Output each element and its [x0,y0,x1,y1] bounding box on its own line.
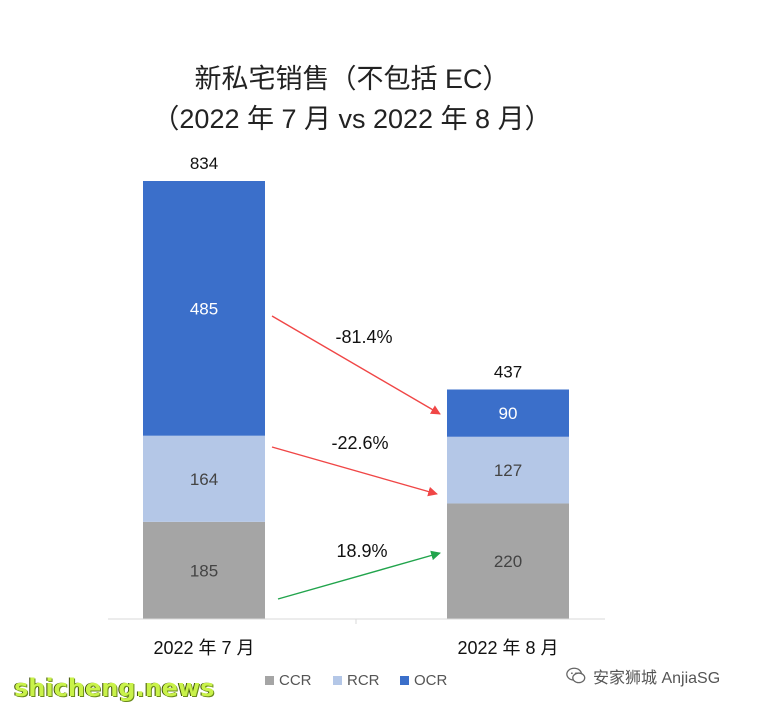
watermark-right: 安家狮城 AnjiaSG [565,664,720,688]
legend-swatch-ccr [265,676,274,685]
total-label: 437 [494,362,522,381]
legend-swatch-ocr [400,676,409,685]
watermark-right-text: 安家狮城 AnjiaSG [593,670,721,687]
change-label-ocr: -81.4% [335,327,392,347]
data-label-ocr: 485 [190,299,218,318]
change-arrow-ccr [277,550,441,600]
change-arrow-rcr [271,446,438,497]
data-label-rcr: 164 [190,470,218,489]
bar-segment-ocr [143,181,265,436]
data-label-ccr: 220 [494,552,522,571]
chart-subtitle: （2022 年 7 月 vs 2022 年 8 月） [152,104,551,134]
category-label: 2022 年 8 月 [457,638,558,658]
wechat-icon [566,667,586,684]
category-label: 2022 年 7 月 [153,638,254,658]
chart-title: 新私宅销售（不包括 EC） [194,64,509,94]
data-label-ccr: 185 [190,561,218,580]
change-label-rcr: -22.6% [331,433,388,453]
bar-segment-rcr [447,436,569,504]
bar-segment-ocr [447,389,569,437]
total-label: 834 [190,154,218,173]
legend-label-rcr: RCR [347,672,380,689]
data-label-rcr: 127 [494,461,522,480]
legend-label-ccr: CCR [279,672,312,689]
legend-label-ocr: OCR [414,672,448,689]
change-arrow-ocr [271,315,441,415]
legend-swatch-rcr [333,676,342,685]
bar-segment-ccr [143,521,265,619]
data-label-ocr: 90 [499,404,518,423]
watermark-left: shicheng.news [14,674,215,702]
change-label-ccr: 18.9% [336,541,387,561]
bar-segment-ccr [447,503,569,619]
bar-segment-rcr [143,435,265,522]
